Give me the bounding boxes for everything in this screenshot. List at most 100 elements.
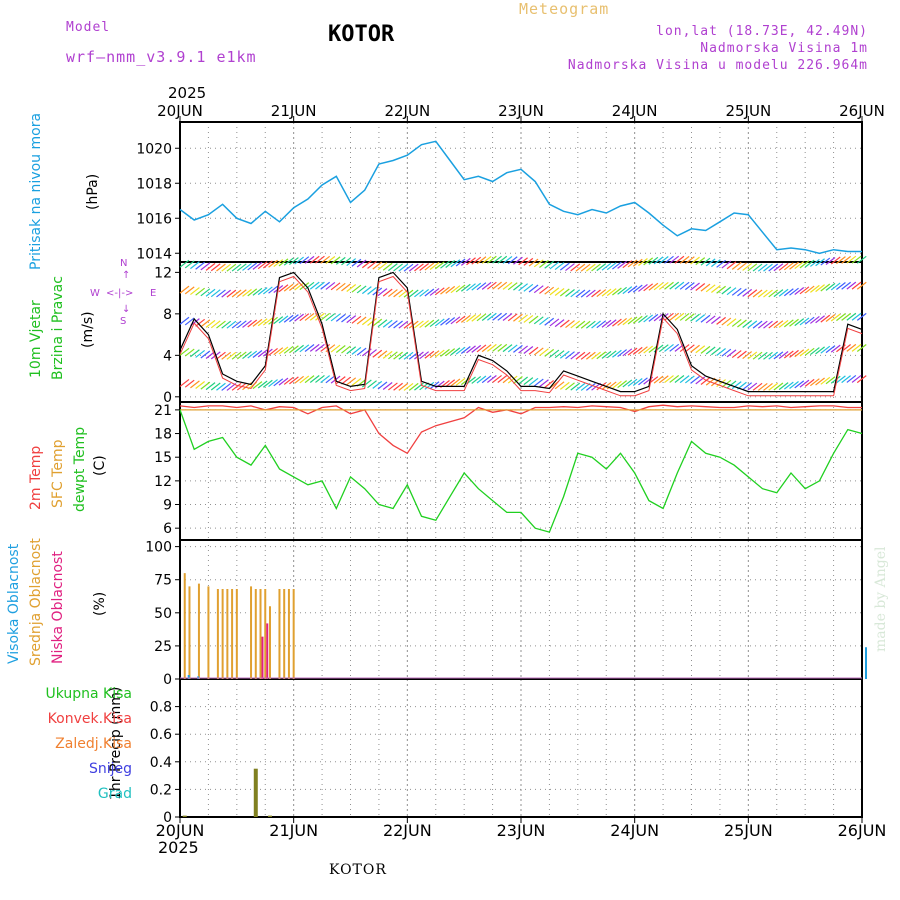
wind-barb [434, 380, 445, 389]
wind-barb [773, 382, 784, 391]
wind-barb [679, 375, 690, 384]
wind-barb [700, 376, 711, 385]
wind-barb [716, 259, 726, 268]
wind-barb [195, 381, 205, 390]
x-tick-label-top: 20JUN [157, 102, 203, 120]
wind-barb [804, 378, 815, 387]
wind-barb [351, 378, 362, 386]
wind-barb [731, 381, 742, 390]
wind-barb [341, 283, 351, 292]
wind-barb [283, 314, 294, 323]
wind-barb [205, 382, 216, 391]
wind-barb [643, 314, 654, 323]
wind-barb [700, 314, 711, 323]
wind-barb [612, 349, 622, 358]
x-tick-label-bottom: 23JUN [497, 821, 546, 840]
wind-barb [205, 262, 216, 271]
wind-barb [664, 281, 674, 290]
wind-barb [419, 351, 430, 360]
wind-barb [664, 255, 674, 264]
wind-barb [262, 260, 273, 269]
wind-barb [632, 284, 643, 293]
wind-barb [195, 261, 205, 270]
wind-barb [200, 288, 211, 297]
wind-barb [179, 259, 190, 268]
wind-barb [367, 317, 377, 326]
wind-barb [403, 382, 414, 391]
compass-e: E [150, 288, 157, 299]
wind-barb [361, 260, 372, 269]
wind-barb [554, 350, 565, 359]
wind-barb [320, 255, 331, 264]
wind-barb [466, 345, 476, 354]
wind-barb [367, 260, 377, 269]
wind-barb [450, 378, 461, 387]
compass-cross-icon: <-|-> [106, 288, 134, 299]
wind-barb [846, 281, 857, 290]
wind-barb [549, 349, 560, 358]
wind-barb [424, 288, 435, 297]
wind-barb [283, 283, 294, 292]
wind-barb [309, 255, 320, 264]
wind-barb [768, 382, 779, 391]
wind-barb [804, 259, 815, 268]
wind-barb [789, 287, 799, 296]
wind-barb [622, 286, 633, 295]
wind-barb [737, 319, 747, 328]
wind-barb [252, 287, 263, 296]
wind-barb [580, 263, 591, 272]
wind-barb [309, 375, 320, 383]
wind-barb [388, 263, 398, 272]
y-tick-label: 15 [154, 450, 172, 466]
wind-barb [440, 317, 450, 326]
wind-barb [851, 374, 862, 383]
y-tick-label: 0.6 [150, 727, 172, 743]
compass-w: W [90, 288, 100, 299]
wind-barb [335, 282, 346, 291]
x-tick-label-top: 21JUN [271, 102, 317, 120]
wind-barb [778, 262, 789, 271]
wind-barb [497, 312, 508, 321]
wind-barb [361, 317, 372, 326]
wind-barb [471, 313, 482, 322]
wind-barb [794, 287, 805, 295]
wind-barb [268, 379, 278, 388]
wind-barb [210, 320, 221, 329]
wind-barb [294, 256, 304, 265]
wind-barb [846, 312, 857, 321]
wind-barb [585, 289, 596, 298]
wind-barb [726, 349, 737, 358]
compass-n: N [120, 258, 128, 269]
precip-bar [182, 815, 187, 817]
y-tick-label: 4 [163, 348, 172, 364]
wind-barb [388, 382, 398, 391]
wind-barb [346, 284, 357, 292]
wind-barb [742, 320, 753, 328]
wind-barb [513, 344, 523, 353]
wind-barb [757, 320, 768, 329]
wind-barb [226, 351, 237, 360]
wind-barb [429, 319, 440, 328]
wind-barb [643, 283, 654, 292]
wind-barb [846, 374, 857, 383]
wind-barb [830, 282, 841, 291]
wind-barb [731, 350, 742, 359]
wind-barb [424, 350, 435, 359]
wind-barb [210, 382, 221, 391]
wind-barb [226, 289, 237, 298]
wind-barb [804, 285, 815, 294]
wind-barb [570, 289, 581, 298]
y-tick-label: 12 [154, 265, 172, 281]
legend-conv-rain: Konvek.Kisa [47, 711, 132, 727]
wind-barb [669, 255, 680, 264]
wind-barb [606, 350, 617, 359]
x-tick-label-bottom: 26JUN [838, 821, 887, 840]
wind-barb [606, 288, 617, 297]
wind-barb [658, 281, 669, 290]
wind-barb [262, 317, 273, 326]
y-tick-label: 9 [163, 498, 172, 514]
wind-barb [492, 312, 502, 321]
wind-barb [289, 376, 299, 385]
wind-barb [815, 377, 825, 386]
wind-barb [575, 382, 586, 391]
